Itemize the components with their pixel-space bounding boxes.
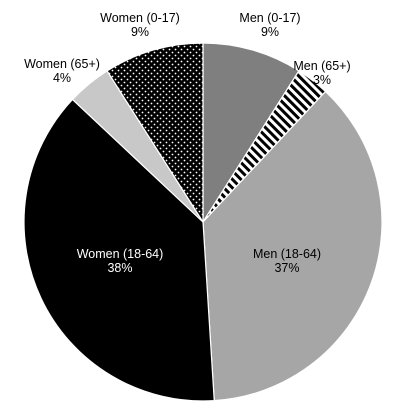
slice-label: Women (65+) 4%	[24, 57, 100, 85]
pie-slice-men-18-64	[202, 90, 383, 402]
slice-label: Men (18-64) 37%	[253, 247, 321, 275]
pie-slice-men-0-17	[202, 42, 300, 225]
pie-labels: Men (0-17) 9% Men (65+) 3% Men (18-64) 37% Wom…	[24, 11, 351, 275]
slice-label: Men (65+) 3%	[293, 59, 350, 87]
slice-label: Women (18-64) 38%	[77, 247, 164, 275]
pie-slice-women-18-64	[23, 98, 215, 402]
slice-label: Men (0-17) 9%	[239, 11, 300, 39]
slice-label: Women (0-17) 9%	[100, 11, 180, 39]
pie-slices	[23, 42, 383, 402]
pie-slice-women-0-17	[106, 42, 204, 225]
